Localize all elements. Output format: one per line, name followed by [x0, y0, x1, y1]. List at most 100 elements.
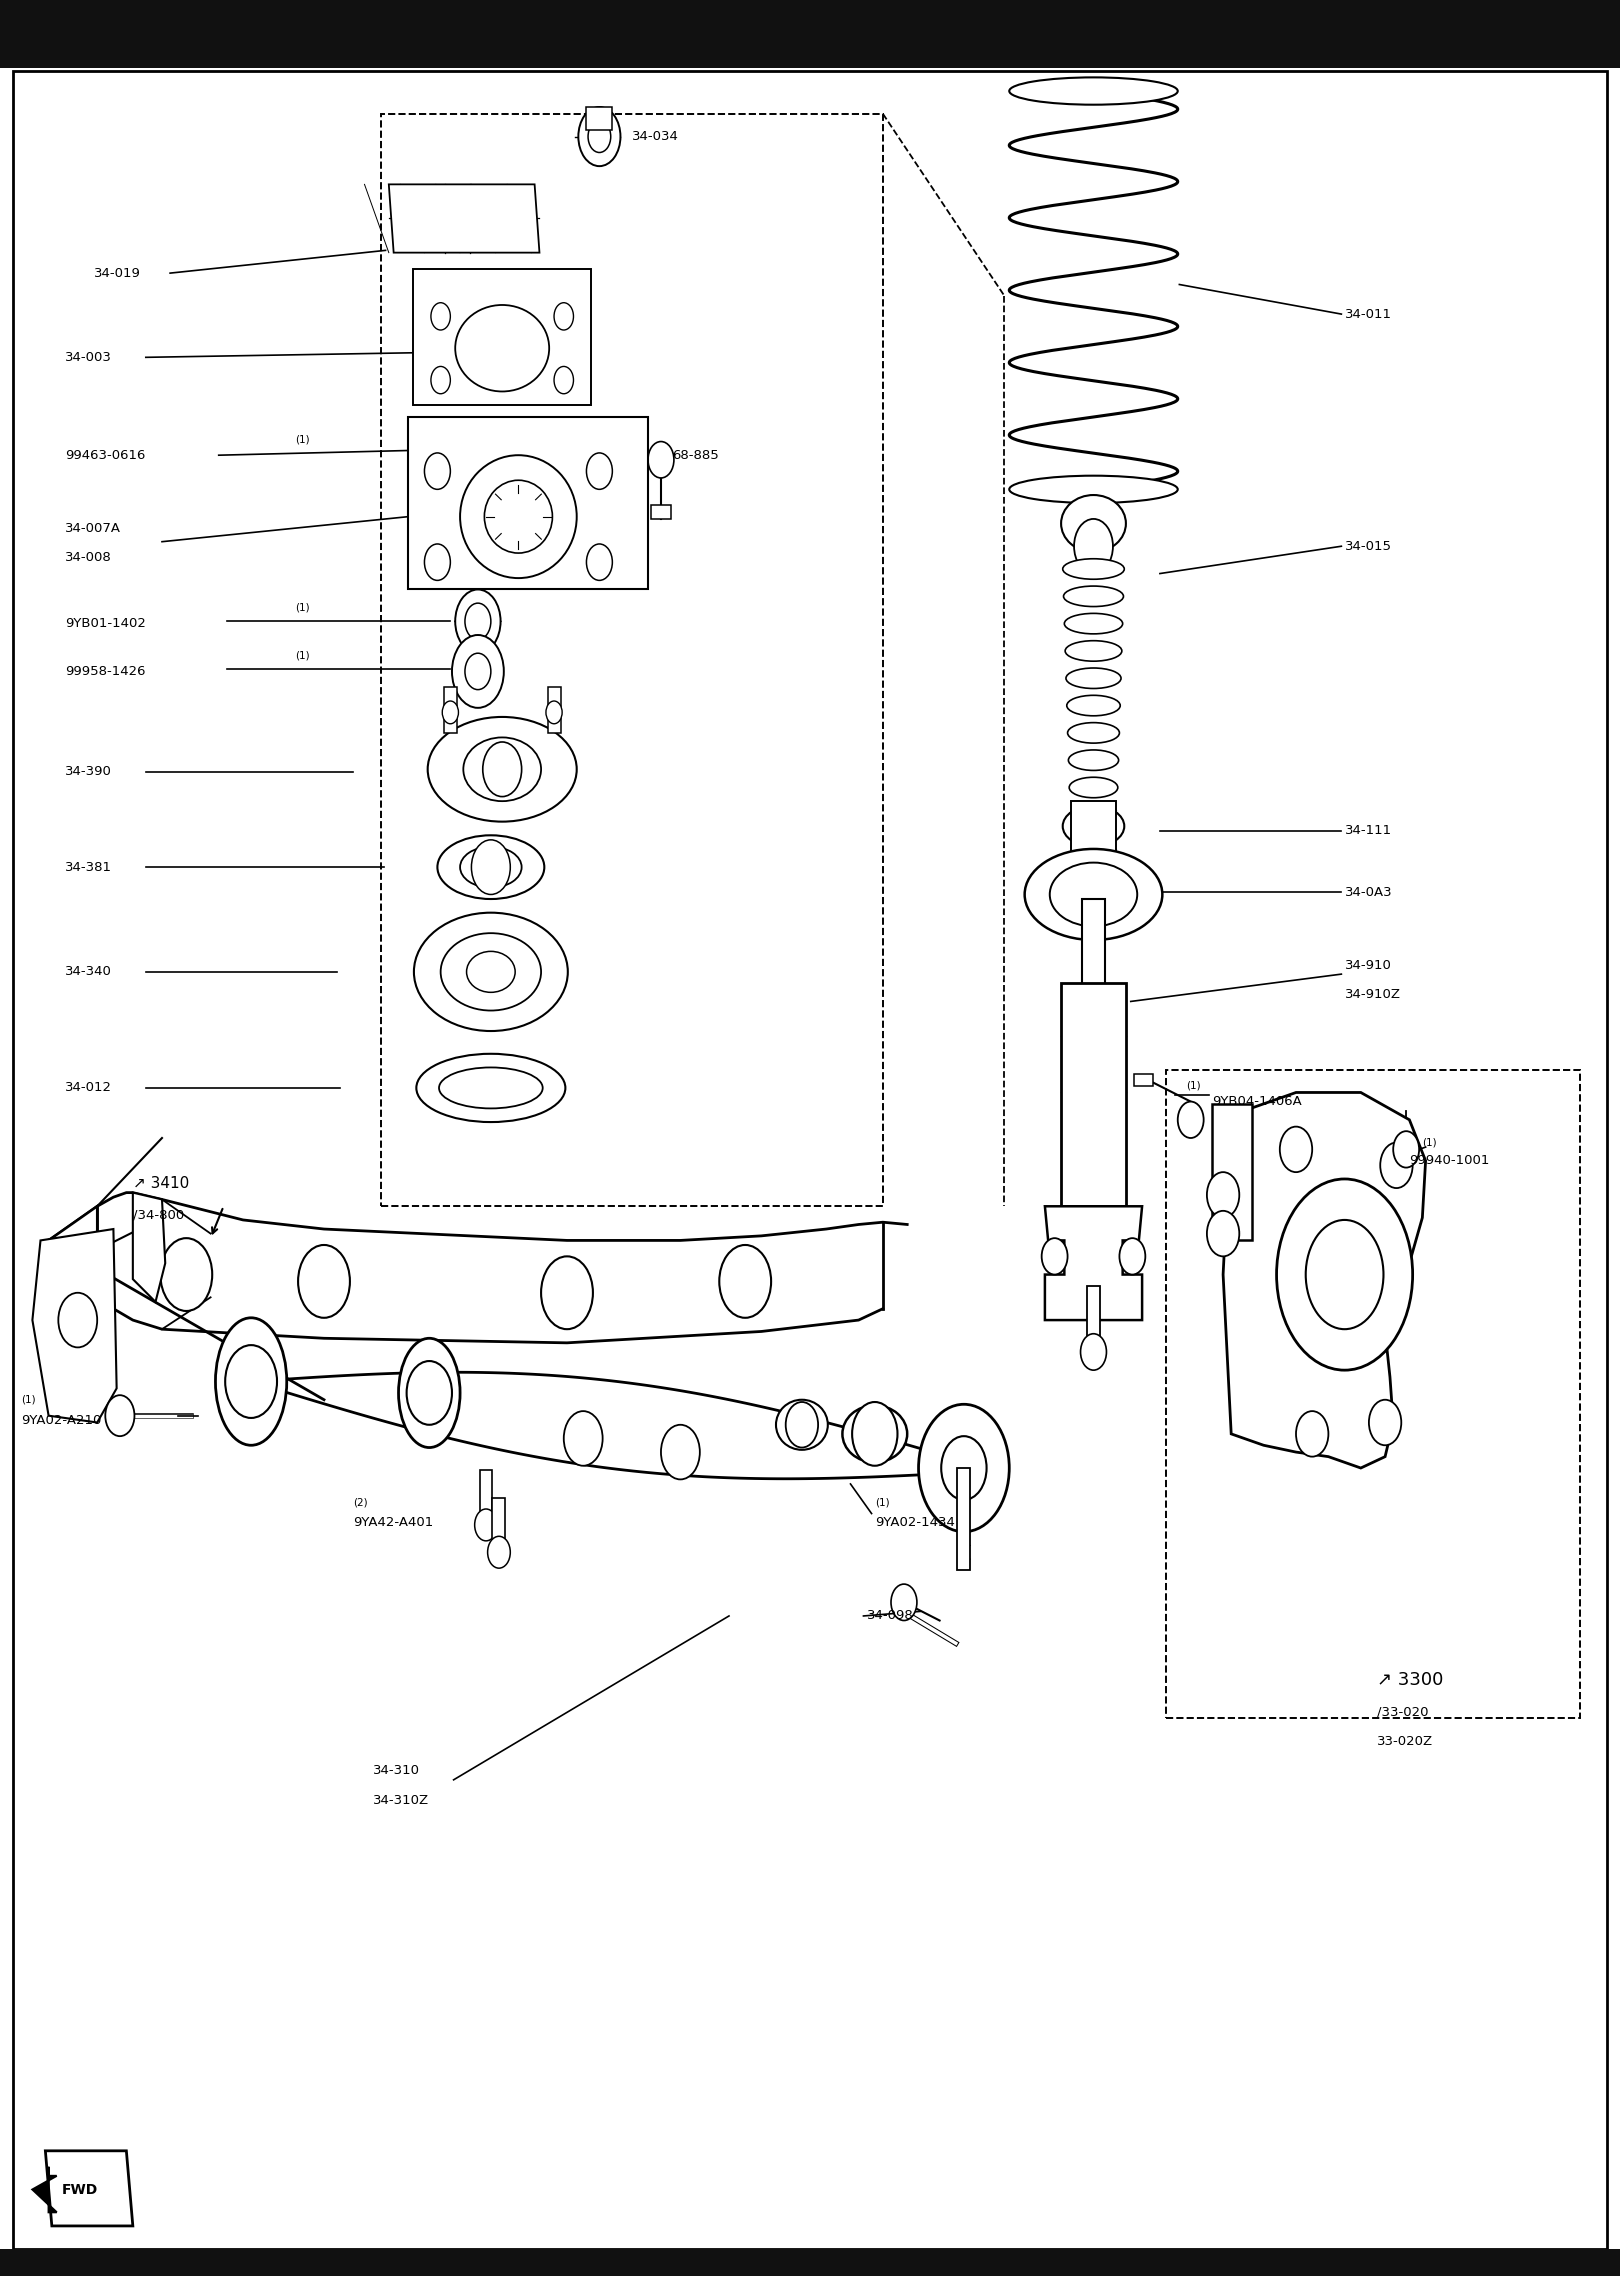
Ellipse shape [416, 1054, 565, 1122]
Ellipse shape [1069, 803, 1118, 826]
Circle shape [1081, 1334, 1106, 1370]
Ellipse shape [1069, 751, 1118, 769]
Circle shape [1369, 1400, 1401, 1445]
Circle shape [541, 1256, 593, 1329]
Polygon shape [389, 184, 539, 253]
Circle shape [465, 603, 491, 640]
Circle shape [160, 1238, 212, 1311]
Ellipse shape [460, 455, 577, 578]
Text: /33-020: /33-020 [1377, 1705, 1429, 1718]
Bar [0, 2249, 1620, 2276]
Circle shape [424, 544, 450, 580]
Polygon shape [45, 2151, 133, 2226]
Text: (1): (1) [295, 435, 309, 444]
Text: ↗ 3410: ↗ 3410 [133, 1177, 190, 1190]
Text: 34-111: 34-111 [1345, 824, 1392, 838]
Circle shape [648, 442, 674, 478]
Text: 34-310Z: 34-310Z [373, 1793, 429, 1807]
Ellipse shape [215, 1318, 287, 1445]
Text: 99463-0616: 99463-0616 [65, 448, 146, 462]
Bar [492, 1498, 505, 1552]
Circle shape [1178, 1102, 1204, 1138]
Text: 33-020Z: 33-020Z [1377, 1734, 1434, 1748]
Circle shape [919, 1404, 1009, 1532]
Ellipse shape [428, 717, 577, 822]
Text: 34-381: 34-381 [65, 860, 112, 874]
Text: 9YA02-A210: 9YA02-A210 [21, 1413, 102, 1427]
Circle shape [852, 1402, 897, 1466]
Ellipse shape [776, 1400, 828, 1450]
Text: 34-011: 34-011 [1345, 307, 1392, 321]
Ellipse shape [467, 951, 515, 992]
Circle shape [431, 366, 450, 394]
Ellipse shape [463, 737, 541, 801]
Ellipse shape [1066, 642, 1121, 662]
Bar [1071, 801, 1116, 865]
Text: 34-012: 34-012 [65, 1081, 112, 1095]
Text: 34-910Z: 34-910Z [1345, 988, 1401, 1001]
Text: 99940-1001: 99940-1001 [1409, 1154, 1490, 1168]
Circle shape [891, 1584, 917, 1621]
Circle shape [407, 1361, 452, 1425]
Text: 34-015: 34-015 [1345, 539, 1392, 553]
Circle shape [105, 1395, 134, 1436]
Circle shape [1296, 1411, 1328, 1457]
Ellipse shape [1066, 696, 1121, 717]
Ellipse shape [1079, 815, 1108, 838]
Ellipse shape [1061, 496, 1126, 553]
Ellipse shape [1050, 863, 1137, 926]
Ellipse shape [437, 835, 544, 899]
Bar [1061, 983, 1126, 1206]
Circle shape [1042, 1238, 1068, 1275]
Polygon shape [1223, 1092, 1426, 1468]
Bar [1166, 1070, 1580, 1718]
Text: (1): (1) [1422, 1138, 1437, 1147]
Text: 99958-1426: 99958-1426 [65, 665, 146, 678]
Polygon shape [133, 1193, 165, 1302]
Circle shape [719, 1245, 771, 1318]
Circle shape [554, 366, 573, 394]
Text: ↗ 3300: ↗ 3300 [1377, 1671, 1443, 1689]
Circle shape [1277, 1179, 1413, 1370]
Circle shape [1380, 1143, 1413, 1188]
Text: (1): (1) [875, 1498, 889, 1507]
Circle shape [586, 453, 612, 489]
Circle shape [452, 635, 504, 708]
Ellipse shape [1063, 806, 1124, 847]
Circle shape [488, 1536, 510, 1568]
Text: (1): (1) [1186, 1081, 1200, 1090]
Text: 34-390: 34-390 [65, 765, 112, 778]
Polygon shape [32, 1229, 117, 1422]
Ellipse shape [1063, 587, 1124, 608]
Bar [651, 505, 671, 519]
Bar [0, 0, 1620, 68]
Text: 34-910: 34-910 [1345, 958, 1392, 972]
Text: 34-034: 34-034 [632, 130, 679, 143]
Circle shape [661, 1425, 700, 1479]
Text: 34-007A: 34-007A [65, 521, 122, 535]
Bar [1087, 1286, 1100, 1354]
Text: 68-885: 68-885 [672, 448, 719, 462]
Circle shape [1207, 1211, 1239, 1256]
Circle shape [586, 544, 612, 580]
Bar [1212, 1104, 1252, 1240]
Bar [1134, 1074, 1153, 1086]
Ellipse shape [1063, 558, 1124, 580]
Ellipse shape [484, 480, 552, 553]
Circle shape [1207, 1172, 1239, 1218]
Text: 9YB04-1406A: 9YB04-1406A [1212, 1095, 1301, 1108]
Bar [413, 269, 591, 405]
Ellipse shape [1025, 849, 1162, 940]
Ellipse shape [455, 305, 549, 391]
Ellipse shape [1064, 615, 1123, 635]
Text: 34-003: 34-003 [65, 351, 112, 364]
Text: 9YB01-1402: 9YB01-1402 [65, 617, 146, 630]
Ellipse shape [441, 933, 541, 1011]
Text: /34-800: /34-800 [133, 1209, 185, 1222]
Circle shape [564, 1411, 603, 1466]
Text: (1): (1) [295, 651, 309, 660]
Bar [1082, 899, 1105, 1161]
Bar [586, 107, 612, 130]
Text: 9YA02-1434: 9YA02-1434 [875, 1516, 954, 1529]
Text: 34-340: 34-340 [65, 965, 112, 979]
